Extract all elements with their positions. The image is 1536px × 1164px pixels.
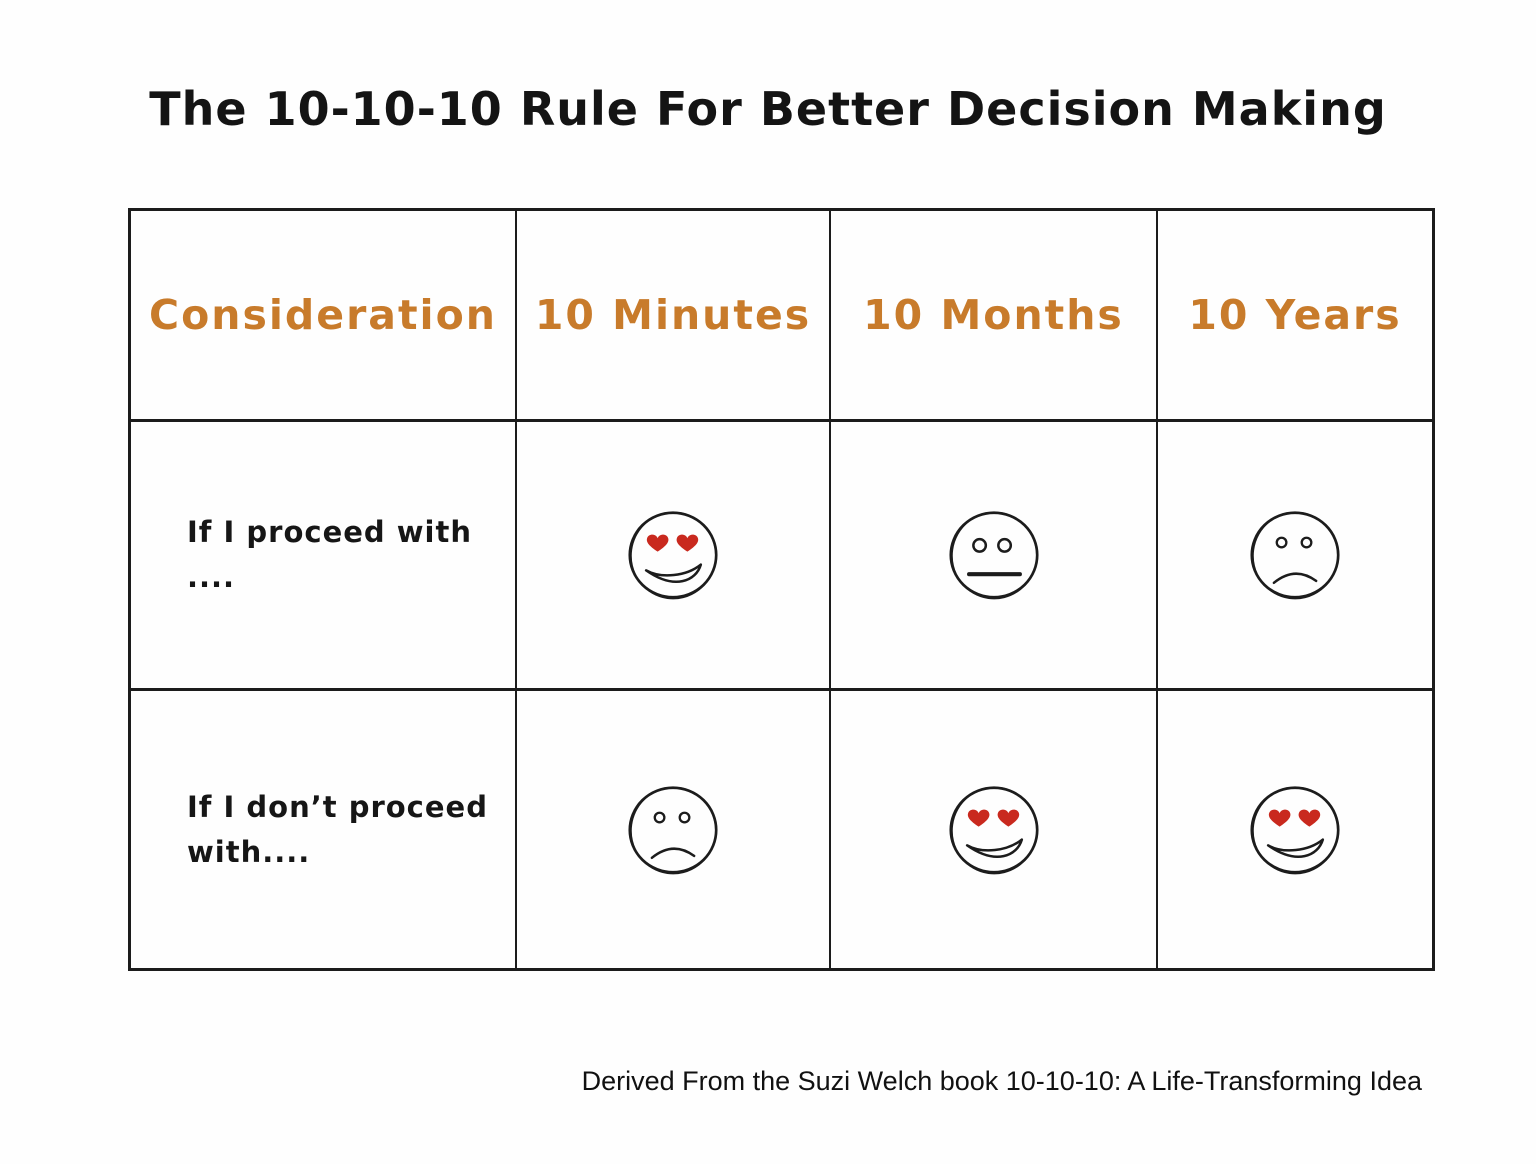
column-header-consideration: Consideration: [149, 291, 497, 339]
column-header-10-years: 10 Years: [1188, 291, 1402, 339]
source-caption: Derived From the Suzi Welch book 10-10-1…: [581, 1066, 1422, 1096]
cell-proceed-10-minutes: [517, 422, 831, 691]
row-label-dont-proceed: If I don’t proceed with....: [131, 691, 517, 968]
decision-table: Consideration 10 Minutes 10 Months 10 Ye…: [128, 208, 1435, 971]
column-header-10-minutes: 10 Minutes: [534, 291, 812, 339]
row-label-proceed: If I proceed with ....: [131, 422, 517, 691]
heart-eyes-face-icon: [625, 507, 721, 603]
heart-eyes-face-icon: [946, 782, 1042, 878]
neutral-face-icon: [946, 507, 1042, 603]
cell-proceed-10-years: [1158, 422, 1432, 691]
cell-proceed-10-months: [831, 422, 1158, 691]
header-cell-10-years: 10 Years: [1158, 211, 1432, 422]
row-label-text: If I don’t proceed with....: [187, 789, 488, 869]
header-cell-10-minutes: 10 Minutes: [517, 211, 831, 422]
header-cell-consideration: Consideration: [131, 211, 517, 422]
cell-dont-proceed-10-years: [1158, 691, 1432, 968]
row-label-text: If I proceed with ....: [187, 515, 472, 594]
sad-face-icon: [625, 782, 721, 878]
header-cell-10-months: 10 Months: [831, 211, 1158, 422]
page-title: The 10-10-10 Rule For Better Decision Ma…: [149, 82, 1387, 136]
cell-dont-proceed-10-minutes: [517, 691, 831, 968]
column-header-10-years: 10 Months: [863, 291, 1124, 339]
cell-dont-proceed-10-months: [831, 691, 1158, 968]
sad-face-icon: [1247, 507, 1343, 603]
heart-eyes-face-icon: [1247, 782, 1343, 878]
